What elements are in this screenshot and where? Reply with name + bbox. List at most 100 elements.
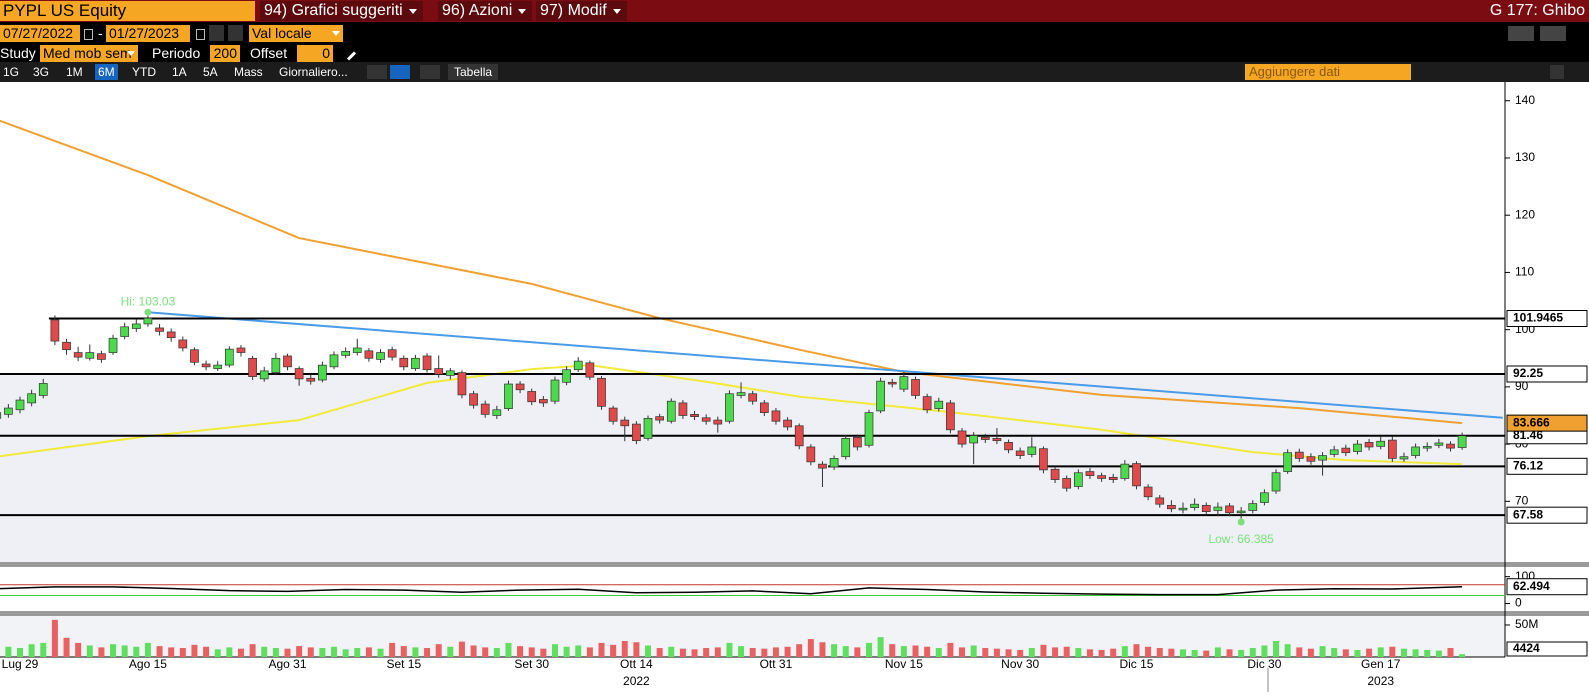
volume-bar (424, 648, 431, 657)
line-icon[interactable] (367, 65, 387, 79)
range-button[interactable]: 1G (3, 65, 20, 79)
volume-bar (133, 646, 140, 657)
pencil-icon[interactable] (346, 51, 357, 61)
candle-body (178, 339, 188, 349)
candle-body (538, 399, 548, 404)
volume-bar (203, 646, 210, 657)
menu-item[interactable]: 96) Azioni (438, 1, 533, 21)
rsi-last-label: 62.494 (1513, 579, 1550, 593)
volume-bar (179, 648, 186, 657)
candle-body (1201, 504, 1211, 512)
chart-type-dropdown[interactable] (420, 65, 440, 79)
candle-body (887, 381, 897, 385)
rsi-tick-label: 0 (1515, 596, 1522, 610)
candle-body (62, 341, 71, 351)
level-label-box (1506, 457, 1588, 475)
candle-body (713, 419, 723, 425)
candle-body (1050, 468, 1060, 480)
volume-bar (435, 644, 442, 657)
volume-bar (75, 642, 82, 657)
candle-body (1015, 450, 1025, 456)
volume-bar (1273, 640, 1280, 657)
range-button[interactable]: 1M (66, 65, 83, 79)
candle-body (759, 402, 769, 413)
period-field[interactable]: 200 (210, 45, 240, 62)
redo-button[interactable] (1540, 26, 1566, 41)
volume-bar (1284, 644, 1291, 657)
volume-bar (889, 644, 896, 657)
candle-body (1411, 446, 1420, 456)
end-date[interactable]: 01/27/2023 (106, 25, 190, 42)
volume-bar (144, 642, 151, 657)
range-button[interactable]: 5A (203, 65, 218, 79)
volume-bar (40, 642, 47, 657)
volume-bar (819, 642, 826, 657)
candle-body (573, 360, 583, 371)
candle-body (1155, 497, 1165, 505)
volume-bar (563, 646, 570, 657)
menu-item[interactable]: 94) Grafici suggeriti (260, 1, 423, 21)
level-label-box (1506, 310, 1588, 328)
menu-item[interactable]: 97) Modif (536, 1, 627, 21)
range-button[interactable]: 6M (95, 64, 118, 80)
candle-body (969, 435, 979, 444)
volume-bar (1214, 647, 1221, 657)
volume-bar (447, 646, 454, 657)
candle-body (853, 436, 862, 448)
add-data-field[interactable]: Aggiungere dati (1245, 64, 1411, 80)
candle-body (655, 416, 665, 421)
calendar-icon[interactable] (84, 29, 93, 40)
ticker-field[interactable]: PYPL US Equity (0, 1, 255, 21)
range-button[interactable]: 1A (172, 65, 187, 79)
candle-icon[interactable] (390, 65, 410, 79)
volume-bar (1354, 649, 1361, 657)
volume-bar (1226, 649, 1233, 657)
candle-body (841, 438, 851, 458)
start-date[interactable]: 07/27/2022 (0, 25, 80, 42)
offset-label: Offset (250, 45, 288, 61)
next-button[interactable] (228, 25, 243, 41)
volume-bar (865, 642, 872, 657)
candle-body (864, 412, 874, 446)
line-end-label-box (1506, 414, 1588, 432)
volume-bar (703, 648, 710, 657)
currency-dropdown[interactable]: Val locale (249, 25, 343, 42)
scroll-button[interactable] (1550, 65, 1564, 79)
volume-bar (645, 645, 652, 657)
volume-bar (935, 648, 942, 657)
x-tick-label: Set 30 (514, 657, 549, 671)
candle-body (399, 357, 409, 368)
volume-bar (772, 647, 779, 657)
volume-bar (738, 646, 745, 657)
volume-tick-label: 50M (1515, 617, 1538, 631)
candle-body (678, 402, 688, 416)
candle-body (1236, 510, 1246, 514)
frequency-dropdown[interactable]: Giornaliero... (279, 65, 348, 79)
candle-body (690, 414, 699, 417)
range-button[interactable]: YTD (132, 65, 156, 79)
volume-bar (63, 637, 70, 657)
candle-body (725, 393, 734, 422)
candle-body (27, 393, 36, 404)
y-tick-label: 90 (1515, 379, 1529, 393)
range-button[interactable]: Mass (234, 65, 263, 79)
range-button[interactable]: 3G (33, 65, 50, 79)
offset-field[interactable]: 0 (297, 45, 333, 62)
prev-button[interactable] (209, 25, 224, 41)
study-dropdown[interactable]: Med mob sem (40, 45, 138, 62)
candle-body (1260, 492, 1269, 503)
candle-body (387, 349, 397, 358)
volume-bar (249, 644, 256, 657)
volume-bar (400, 646, 407, 657)
volume-bar (924, 646, 931, 657)
table-button[interactable]: Tabella (448, 64, 499, 80)
panel-separator (0, 611, 1589, 616)
calendar-icon[interactable] (196, 29, 205, 40)
candle-body (445, 370, 455, 376)
volume-bar (1180, 649, 1186, 657)
undo-button[interactable] (1508, 26, 1534, 41)
candle-body (492, 409, 502, 416)
candle-body (632, 423, 641, 442)
candle-body (120, 326, 130, 337)
y-tick-label: 120 (1515, 207, 1535, 221)
